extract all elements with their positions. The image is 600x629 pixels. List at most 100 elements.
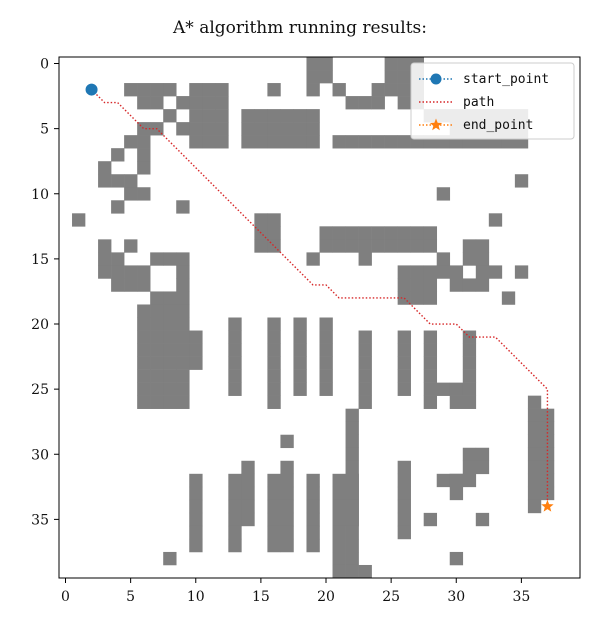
obstacle-cell — [176, 278, 190, 292]
obstacle-cell — [397, 278, 411, 292]
obstacle-cell — [150, 382, 164, 396]
obstacle-cell — [150, 83, 164, 97]
obstacle-cell — [241, 109, 255, 123]
obstacle-cell — [189, 473, 203, 488]
obstacle-cell — [137, 83, 151, 97]
obstacle-cell — [241, 460, 255, 475]
obstacle-cell — [280, 512, 294, 527]
obstacle-cell — [332, 239, 346, 253]
obstacle-cell — [332, 525, 346, 540]
obstacle-cell — [176, 96, 190, 110]
obstacle-cell — [228, 382, 242, 396]
obstacle-cell — [319, 382, 333, 396]
obstacle-cell — [319, 70, 333, 84]
obstacle-cell — [345, 239, 359, 253]
obstacle-cell — [358, 96, 372, 110]
obstacle-cell — [475, 265, 490, 279]
obstacle-cell — [345, 408, 359, 422]
obstacle-cell — [397, 382, 411, 396]
obstacle-cell — [345, 512, 359, 527]
obstacle-cell — [358, 369, 372, 383]
obstacle-cell — [202, 83, 216, 97]
obstacle-cell — [514, 265, 529, 279]
obstacle-cell — [345, 525, 359, 540]
obstacle-cell — [228, 317, 242, 331]
start-point-marker — [85, 83, 98, 96]
obstacle-cell — [280, 122, 294, 136]
obstacle-cell — [137, 278, 151, 292]
x-tick-label: 10 — [187, 589, 205, 605]
obstacle-cell — [267, 122, 281, 136]
x-tick-label: 30 — [447, 589, 465, 605]
obstacle-cell — [410, 291, 424, 305]
obstacle-cell — [280, 473, 294, 488]
obstacle-cell — [189, 538, 203, 553]
obstacle-cell — [306, 135, 320, 149]
obstacle-cell — [345, 538, 359, 553]
obstacle-cell — [462, 460, 477, 475]
obstacle-cell — [228, 525, 242, 540]
obstacle-cell — [267, 369, 281, 383]
chart-title: A* algorithm running results: — [173, 18, 427, 38]
y-tick-label: 15 — [31, 252, 49, 268]
obstacle-cell — [176, 369, 190, 383]
obstacle-cell — [332, 499, 346, 514]
obstacle-cell — [280, 135, 294, 149]
obstacle-cell — [423, 356, 438, 370]
obstacle-cell — [150, 96, 164, 110]
obstacle-cell — [358, 343, 372, 357]
obstacle-cell — [98, 174, 112, 188]
obstacle-cell — [137, 148, 151, 162]
obstacle-cell — [306, 122, 320, 136]
obstacle-cell — [462, 473, 477, 488]
obstacle-cell — [358, 395, 372, 409]
obstacle-cell — [423, 382, 438, 396]
obstacle-cell — [293, 382, 307, 396]
x-axis: 0 5 10 15 20 25 30 35 — [61, 578, 530, 605]
obstacle-cell — [228, 369, 242, 383]
obstacle-cell — [163, 304, 177, 318]
obstacle-cell — [319, 369, 333, 383]
obstacle-cell — [137, 395, 151, 409]
obstacle-cell — [189, 512, 203, 527]
obstacle-cell — [215, 109, 229, 123]
obstacle-cell — [449, 551, 464, 566]
obstacle-cell — [150, 304, 164, 318]
obstacle-cell — [267, 486, 281, 501]
obstacle-cell — [332, 564, 346, 579]
obstacle-cell — [410, 226, 424, 240]
obstacle-cell — [423, 369, 438, 383]
obstacle-cell — [241, 486, 255, 501]
obstacle-cell — [215, 122, 229, 136]
obstacle-cell — [397, 83, 411, 97]
obstacle-cell — [176, 122, 190, 136]
obstacle-cell — [202, 122, 216, 136]
obstacle-cell — [397, 57, 411, 71]
obstacle-cell — [319, 57, 333, 71]
obstacle-cell — [137, 369, 151, 383]
obstacle-cell — [436, 187, 451, 201]
obstacle-cell — [228, 473, 242, 488]
obstacle-cell — [163, 83, 177, 97]
obstacle-cell — [137, 122, 151, 136]
obstacle-cell — [254, 122, 268, 136]
obstacle-cell — [293, 109, 307, 123]
obstacle-cell — [228, 343, 242, 357]
obstacle-cell — [241, 512, 255, 527]
obstacle-cell — [527, 486, 542, 501]
obstacle-cell — [280, 525, 294, 540]
obstacle-cell — [332, 512, 346, 527]
obstacle-cell — [410, 239, 424, 253]
obstacle-cell — [358, 252, 372, 266]
obstacle-cell — [475, 512, 490, 527]
plot-frame — [58, 56, 581, 579]
obstacle-cell — [397, 70, 411, 84]
obstacle-cell — [488, 213, 503, 227]
y-tick-label: 0 — [40, 57, 49, 73]
obstacle-cell — [384, 239, 398, 253]
obstacle-cell — [267, 538, 281, 553]
obstacle-cell — [124, 174, 138, 188]
obstacle-cell — [358, 564, 372, 579]
obstacle-cell — [293, 356, 307, 370]
